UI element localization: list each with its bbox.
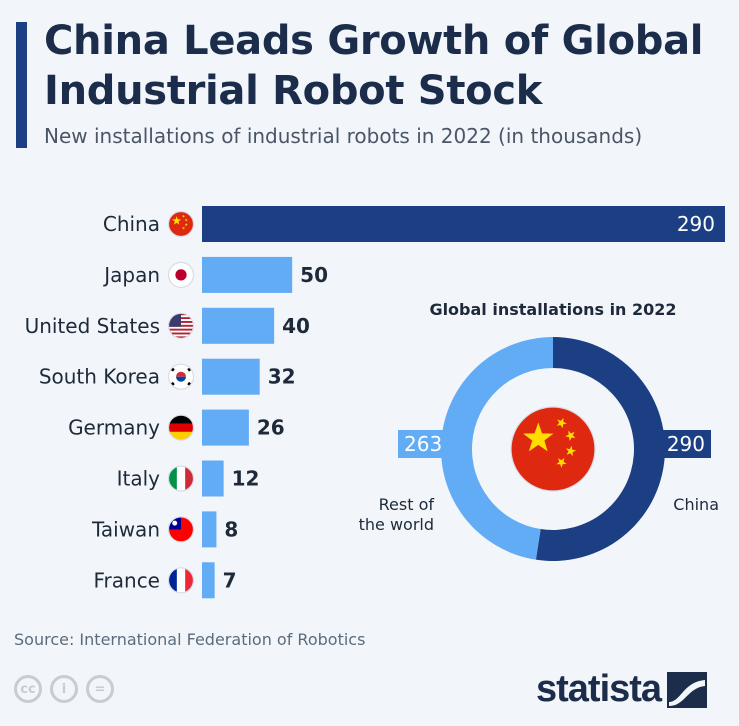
bar-china — [202, 206, 725, 242]
no-derivatives-icon[interactable]: = — [86, 675, 114, 703]
statista-wordmark: statista — [536, 668, 662, 710]
china-slice-label: China — [673, 495, 719, 514]
bar-taiwan — [202, 511, 217, 548]
rest-slice-label: Rest of — [379, 495, 435, 514]
bar-italy — [202, 460, 224, 497]
category-label: France — [93, 568, 160, 592]
germany-flag-icon — [167, 414, 195, 441]
chart-subtitle: New installations of industrial robots i… — [44, 124, 643, 148]
bar-united-states — [202, 307, 275, 344]
italy-flag-icon — [167, 465, 195, 492]
value-label: 26 — [257, 416, 285, 440]
category-label: Japan — [102, 263, 160, 287]
donut-slice-rest-of-world — [441, 337, 553, 560]
south-korea-flag-icon — [167, 363, 195, 390]
rest-slice-label: the world — [359, 515, 434, 534]
statista-mark-icon — [667, 671, 708, 708]
donut-title: Global installations in 2022 — [429, 300, 676, 319]
china-flag-icon — [510, 406, 596, 492]
category-label: China — [103, 212, 160, 236]
bar-south-korea — [202, 358, 260, 395]
france-flag-icon — [167, 567, 195, 594]
taiwan-flag-icon — [167, 516, 195, 543]
cc-icon[interactable]: cc — [14, 675, 42, 703]
japan-flag-icon — [167, 261, 195, 288]
usa-flag-icon — [167, 312, 195, 339]
bar-germany — [202, 409, 249, 446]
china-value-badge-bg — [655, 430, 711, 458]
bar-japan — [202, 256, 293, 293]
rest-value-badge-bg — [398, 430, 446, 458]
value-label: 12 — [232, 467, 260, 491]
rest-value-badge: 263 — [404, 432, 442, 456]
value-label: 7 — [223, 568, 237, 592]
license-icons: cc i = — [14, 675, 114, 703]
value-label: 40 — [282, 314, 310, 338]
chart-area: China 290 Japan 50 United States 40 South Kore… — [25, 206, 725, 599]
china-value-badge: 290 — [667, 432, 705, 456]
value-label: 32 — [268, 365, 296, 389]
value-label: 8 — [224, 517, 238, 541]
value-label: 50 — [300, 263, 328, 287]
source-note: Source: International Federation of Robo… — [14, 630, 366, 649]
title-accent-bar — [16, 22, 27, 148]
category-label: Taiwan — [91, 517, 160, 541]
category-label: United States — [25, 314, 160, 338]
category-label: Italy — [117, 467, 161, 491]
bar-france — [202, 562, 215, 599]
china-flag-icon — [167, 210, 195, 238]
value-label: 290 — [677, 212, 715, 236]
attribution-icon[interactable]: i — [50, 675, 78, 703]
donut-slice-china — [535, 337, 665, 561]
chart-title: China Leads Growth of Global Industrial … — [44, 18, 704, 114]
category-label: South Korea — [39, 365, 160, 389]
statista-logo[interactable]: statista — [536, 668, 708, 711]
category-label: Germany — [68, 416, 160, 440]
